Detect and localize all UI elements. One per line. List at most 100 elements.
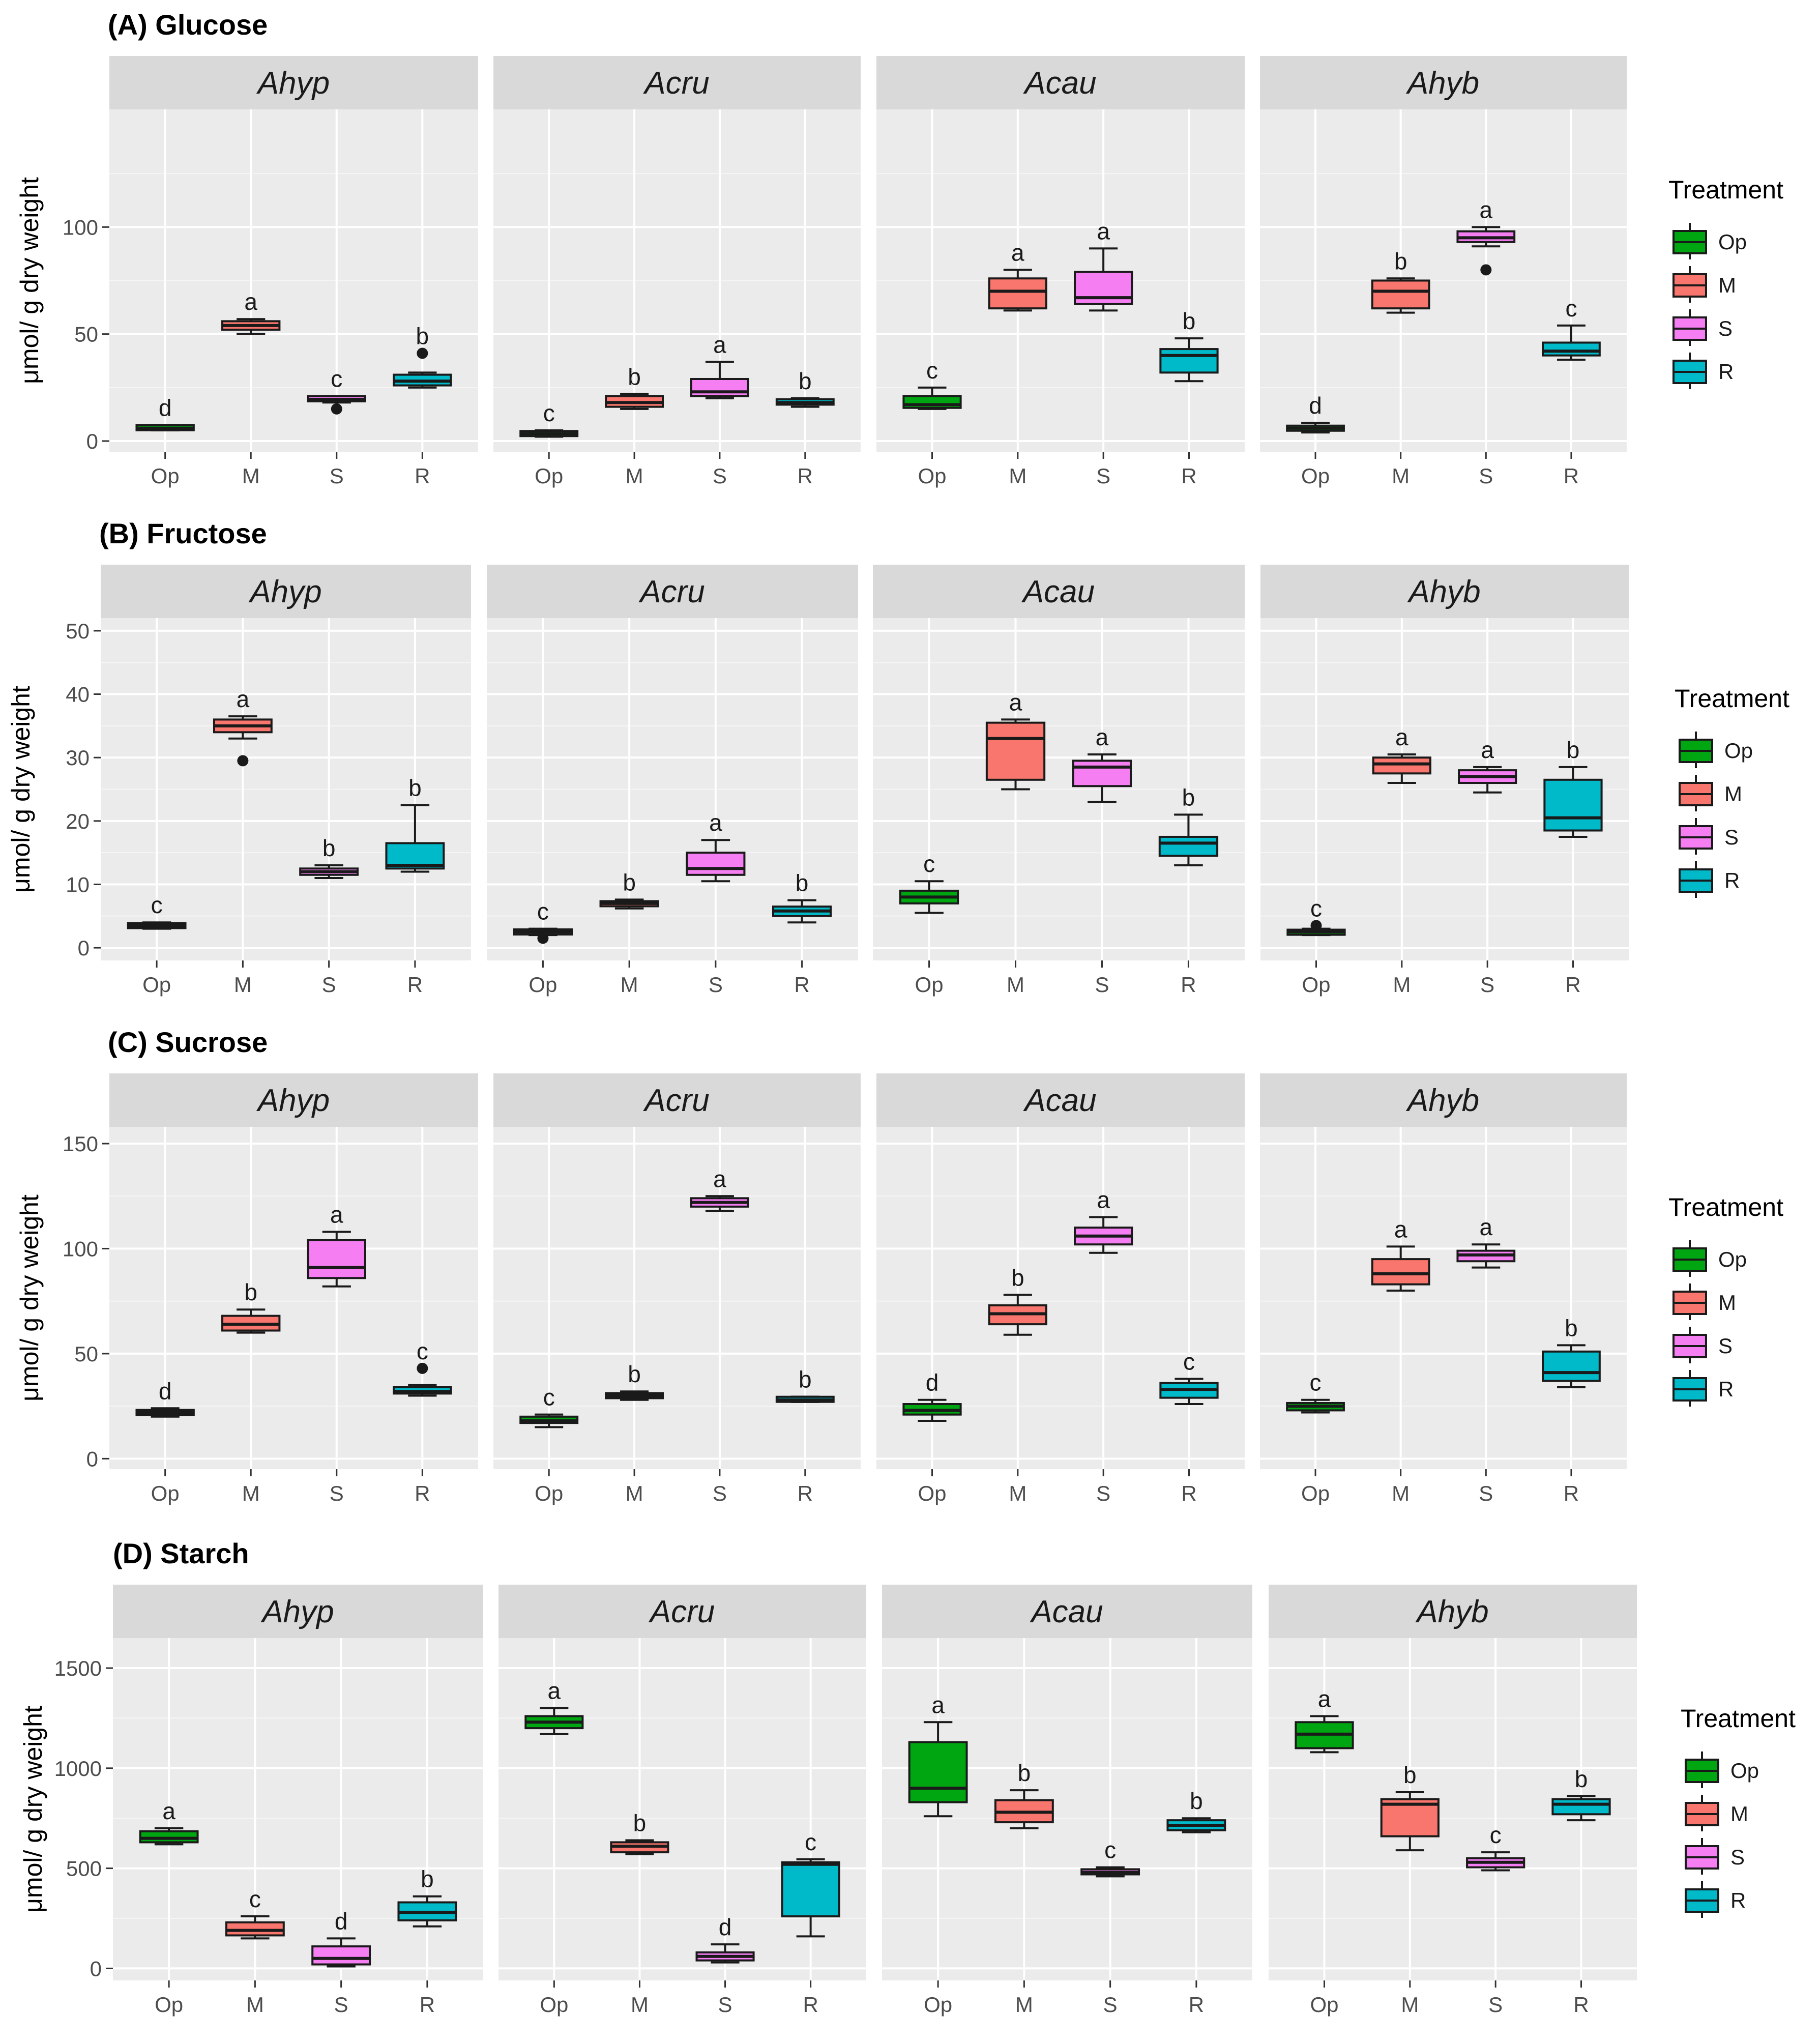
box-s: a	[690, 331, 749, 399]
x-tick-label: Op	[1310, 1993, 1338, 2017]
x-tick-label: R	[798, 1481, 813, 1505]
chart-row-0: (A) Glucose μmol/ g dry weight 0 50 100 Ahyp O…	[15, 9, 1783, 488]
x-tick-label: R	[1573, 1993, 1589, 2017]
significance-letter: b	[1018, 1760, 1031, 1786]
significance-letter: b	[1567, 737, 1580, 763]
box-op: d	[135, 394, 195, 431]
x-tick-label: R	[415, 1481, 430, 1505]
significance-letter: c	[1183, 1348, 1195, 1375]
legend-title: Treatment	[1668, 176, 1783, 204]
significance-letter: a	[162, 1798, 175, 1824]
significance-letter: b	[1565, 1315, 1578, 1341]
legend-key-m: M	[1672, 266, 1736, 303]
box-m: b	[988, 1264, 1047, 1336]
x-tick-label: S	[1096, 464, 1110, 488]
significance-letter: b	[1190, 1788, 1203, 1814]
box-body	[1543, 778, 1603, 832]
x-tick-label: S	[709, 973, 723, 997]
facet-panel-acau: Acau Op M S Ra b c b	[882, 1585, 1252, 2017]
box-s: d	[695, 1914, 755, 1964]
x-tick-label: Op	[535, 1481, 563, 1505]
legend-key-m: M	[1685, 1795, 1748, 1831]
x-tick-label: S	[713, 1481, 727, 1505]
box-op: c	[899, 851, 959, 914]
box-r: b	[1543, 737, 1603, 838]
significance-letter: a	[1394, 1216, 1407, 1242]
legend-key-r: R	[1679, 861, 1740, 898]
box-r: c	[781, 1829, 840, 1938]
x-tick-label: M	[626, 1481, 643, 1505]
legend-key-op: Op	[1679, 732, 1753, 768]
x-tick-label: M	[1392, 1481, 1410, 1505]
significance-letter: b	[244, 1279, 257, 1305]
facet-strip	[493, 1073, 861, 1127]
box-r: b	[1542, 1315, 1601, 1388]
significance-letter: d	[719, 1914, 732, 1940]
box-body	[1158, 835, 1219, 857]
legend-key-op: Op	[1685, 1752, 1759, 1788]
box-m: b	[994, 1760, 1054, 1829]
significance-letter: c	[151, 892, 163, 918]
facet-panel-acau: Acau Op M S Rc a a b	[873, 565, 1245, 997]
outlier-point	[537, 932, 549, 944]
legend-key-op: Op	[1672, 1240, 1747, 1277]
significance-letter: b	[1183, 308, 1196, 334]
significance-letter: b	[1403, 1762, 1417, 1788]
box-m: b	[221, 1279, 281, 1334]
facet-panel-acru: Acru Op M S Rc b a b	[487, 565, 858, 997]
significance-letter: a	[244, 288, 257, 315]
facet-panel-acau: Acau Op M S Rc a a b	[876, 56, 1245, 488]
legend-key-s: S	[1685, 1838, 1745, 1875]
box-body	[1542, 1350, 1601, 1382]
legend-label: S	[1724, 825, 1739, 849]
facet-panel-ahyp: Ahyp Op M S Rd a c b	[109, 56, 478, 488]
x-tick-label: R	[1189, 1993, 1204, 2017]
y-tick-label: 40	[66, 683, 90, 707]
box-m: a	[213, 686, 273, 767]
significance-letter: c	[537, 898, 549, 925]
significance-letter: c	[1310, 1369, 1322, 1396]
x-tick-label: S	[330, 1481, 344, 1505]
facet-strip	[873, 565, 1245, 618]
facet-strip	[101, 565, 471, 618]
significance-letter: a	[709, 809, 722, 836]
box-s: a	[1074, 218, 1133, 312]
facet-panel-ahyp: Ahyp Op M S Rd b a c	[109, 1073, 478, 1505]
significance-letter: a	[931, 1691, 945, 1718]
x-tick-label: R	[1181, 973, 1196, 997]
box-r: c	[1542, 295, 1601, 361]
box-body	[781, 1861, 840, 1918]
legend-title: Treatment	[1668, 1193, 1783, 1221]
significance-letter: c	[331, 366, 342, 392]
box-body	[690, 377, 749, 397]
legend-key-r: R	[1685, 1881, 1746, 1918]
box-s: a	[690, 1165, 749, 1212]
box-op: c	[519, 400, 579, 438]
facet-strip-label: Acau	[1022, 1083, 1096, 1118]
legend-key-r: R	[1672, 1370, 1734, 1407]
facet-strip-label: Acau	[1022, 66, 1096, 101]
significance-letter: b	[799, 1366, 812, 1393]
box-body	[988, 277, 1047, 310]
box-m: a	[988, 239, 1047, 312]
legend: Treatment Op MSR	[1668, 176, 1783, 389]
legend-label: S	[1730, 1845, 1745, 1869]
box-body	[1159, 348, 1219, 374]
x-tick-label: S	[1479, 1481, 1493, 1505]
chart-row-2: (C) Sucrose μmol/ g dry weight 0 50 100 150 Ah…	[15, 1026, 1783, 1505]
facet-strip	[1260, 1073, 1627, 1127]
box-op: c	[1286, 1369, 1345, 1414]
legend-key-m: M	[1672, 1283, 1736, 1320]
x-tick-label: Op	[915, 973, 944, 997]
significance-letter: b	[623, 869, 636, 895]
legend-label: S	[1718, 316, 1733, 340]
legend: Treatment Op MSR	[1675, 684, 1789, 898]
panel-background	[882, 1638, 1252, 1980]
box-r: b	[1159, 308, 1219, 383]
box-body	[1074, 271, 1133, 305]
box-body	[985, 721, 1046, 781]
outlier-point	[1480, 264, 1492, 276]
x-tick-label: M	[1393, 973, 1411, 997]
significance-letter: b	[416, 323, 429, 349]
box-op: d	[902, 1369, 962, 1422]
